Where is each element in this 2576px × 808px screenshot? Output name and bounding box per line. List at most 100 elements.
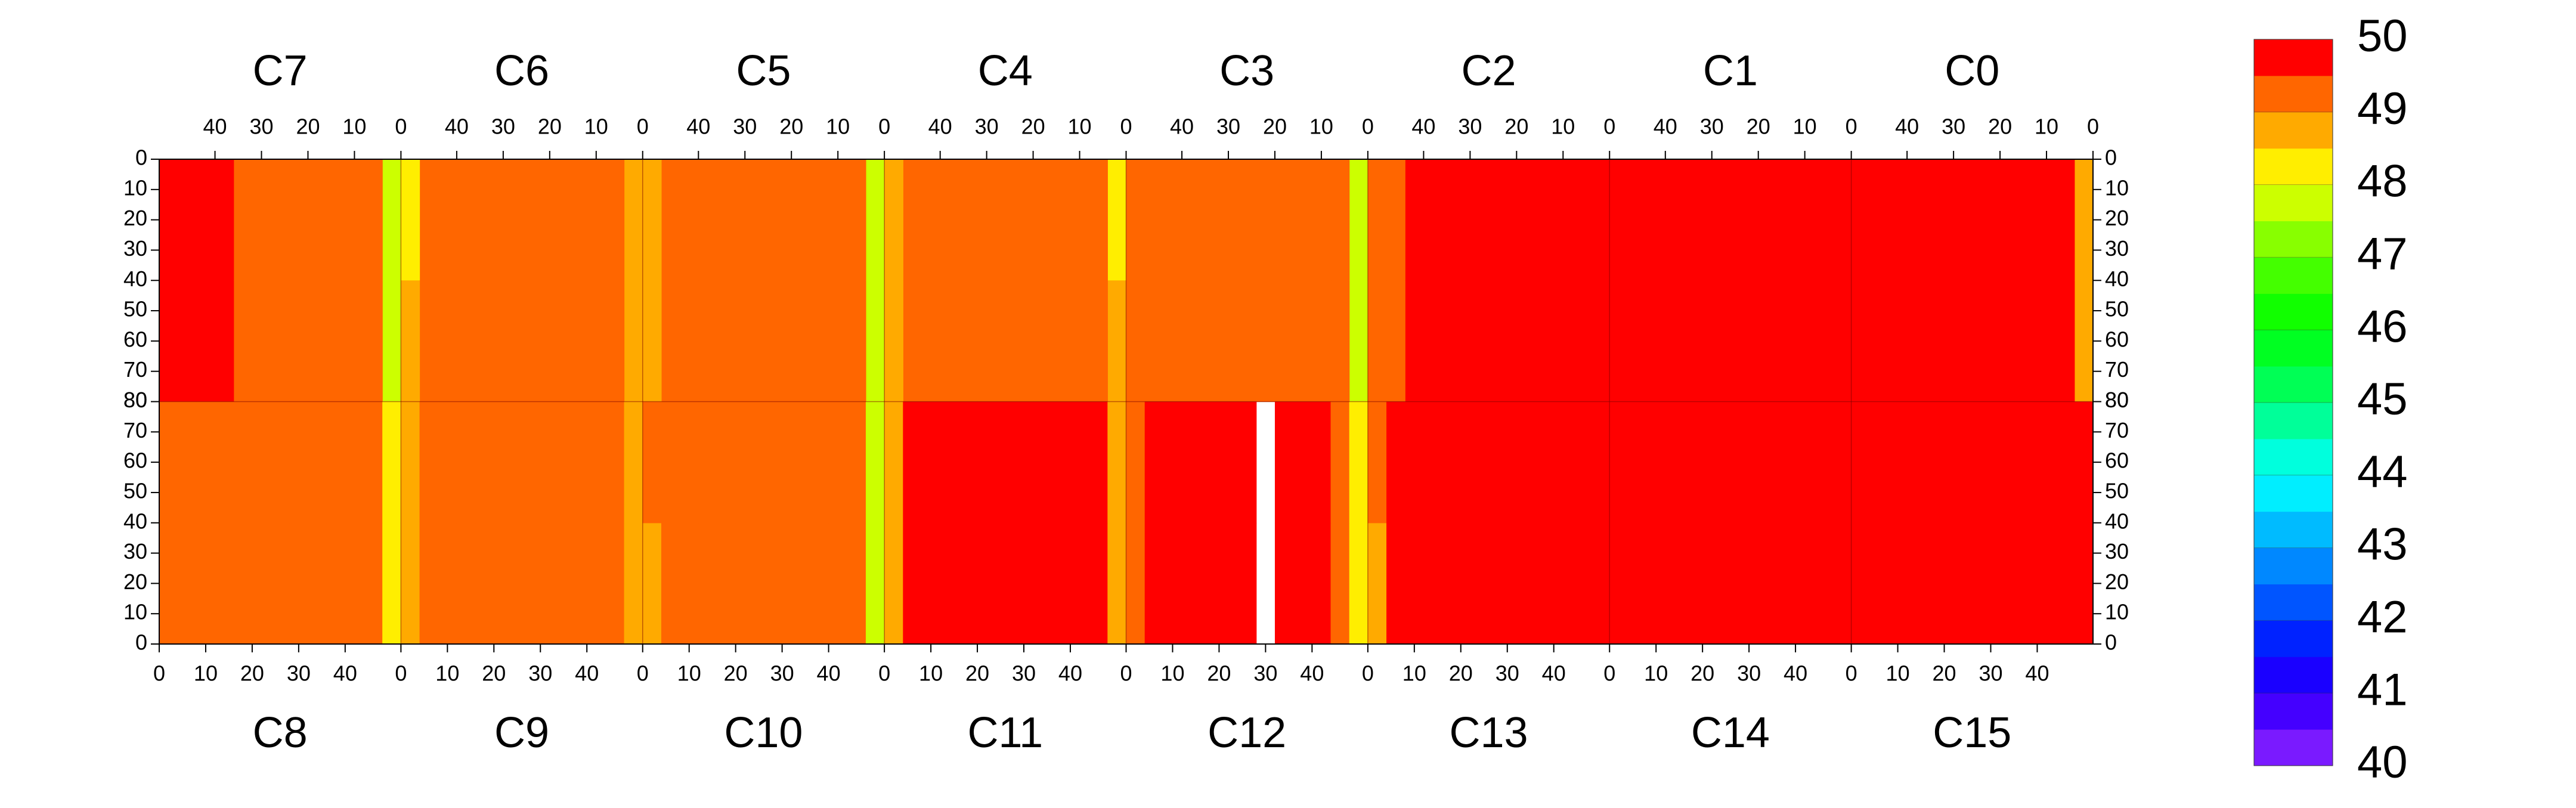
heat-cell xyxy=(1591,280,1610,403)
heat-cell xyxy=(717,280,736,403)
heat-cell xyxy=(252,401,271,524)
heat-cell xyxy=(512,401,532,524)
heat-cell xyxy=(847,522,866,645)
chip-label: C13 xyxy=(1450,709,1528,757)
heat-cell xyxy=(1367,159,1387,281)
heat-cell xyxy=(271,159,290,281)
heat-cell xyxy=(1089,159,1108,281)
heat-cell xyxy=(1126,280,1145,403)
heat-cell xyxy=(1163,401,1182,524)
heat-cell xyxy=(587,522,606,645)
chip-label: C4 xyxy=(978,47,1033,95)
x-tick-label: 20 xyxy=(296,114,320,139)
y-tick-label: 60 xyxy=(2105,327,2129,351)
heat-cell xyxy=(1888,159,1908,281)
heat-cell xyxy=(1758,522,1778,645)
heat-cell xyxy=(1814,280,1834,403)
heat-cell xyxy=(1089,401,1108,524)
heat-cell xyxy=(865,159,885,281)
x-tick-label: 40 xyxy=(1411,114,1435,139)
heat-cell xyxy=(847,159,866,281)
heat-cell xyxy=(791,522,810,645)
heat-cell xyxy=(1907,280,1926,403)
heat-cell xyxy=(196,159,216,281)
heat-cell xyxy=(1051,522,1071,645)
heat-cell xyxy=(1479,280,1498,403)
heat-cell xyxy=(2074,401,2094,524)
heat-cell xyxy=(196,522,216,645)
x-tick-label: 30 xyxy=(1979,661,2002,686)
heat-cell xyxy=(1776,401,1796,524)
heat-cell xyxy=(345,159,364,281)
heat-cell xyxy=(977,280,996,403)
chip-label: C5 xyxy=(736,47,791,95)
heat-cell xyxy=(1330,280,1350,403)
heat-cell xyxy=(419,159,439,281)
chip-label: C14 xyxy=(1691,709,1770,757)
y-tick-label: 80 xyxy=(123,388,147,412)
heat-cell xyxy=(698,159,718,281)
x-tick-label: 0 xyxy=(1846,114,1857,139)
heat-cell xyxy=(1182,159,1201,281)
x-tick-label: 0 xyxy=(878,114,890,139)
heat-cell xyxy=(884,401,903,524)
heat-cell xyxy=(475,280,494,403)
heat-cell xyxy=(271,280,290,403)
heat-cell xyxy=(1553,522,1573,645)
heat-cell xyxy=(1293,522,1312,645)
heat-cell xyxy=(1944,280,1964,403)
heat-cell xyxy=(1776,159,1796,281)
colorbar-band xyxy=(2254,547,2333,584)
y-tick-label: 20 xyxy=(123,206,147,230)
x-tick-label: 10 xyxy=(1309,114,1333,139)
heat-cell xyxy=(531,159,550,281)
heat-cell xyxy=(698,280,718,403)
heat-cell xyxy=(1070,522,1089,645)
heat-cell xyxy=(698,522,718,645)
heat-cell xyxy=(1274,159,1294,281)
heat-cell xyxy=(1683,159,1703,281)
heat-cell xyxy=(1665,401,1685,524)
heat-cell xyxy=(1144,159,1164,281)
heat-cell xyxy=(1721,159,1741,281)
heat-cell xyxy=(1665,280,1685,403)
heat-cell xyxy=(1349,522,1368,645)
heat-cell xyxy=(1089,280,1108,403)
heat-cell xyxy=(419,522,439,645)
x-tick-label: 10 xyxy=(1402,661,1426,686)
heat-cell xyxy=(456,522,476,645)
chip-label: C10 xyxy=(724,709,803,757)
heat-cell xyxy=(215,280,234,403)
chip-label: C8 xyxy=(253,709,308,757)
heat-cell xyxy=(252,280,271,403)
heat-cell xyxy=(2037,401,2057,524)
x-tick-label: 30 xyxy=(1253,661,1277,686)
heat-cell xyxy=(401,280,420,403)
x-tick-label: 0 xyxy=(395,661,407,686)
heat-cell xyxy=(1869,401,1889,524)
heat-cell xyxy=(438,401,457,524)
heat-cell xyxy=(215,401,234,524)
heat-cell xyxy=(1535,522,1555,645)
x-tick-label: 10 xyxy=(919,661,943,686)
heat-cell xyxy=(1200,280,1220,403)
heat-cell xyxy=(1107,401,1127,524)
heat-cell xyxy=(1460,280,1480,403)
y-tick-label: 60 xyxy=(123,327,147,351)
heat-cell xyxy=(624,159,643,281)
heat-cell xyxy=(1535,159,1555,281)
heat-cell xyxy=(698,401,718,524)
heat-cell xyxy=(1962,522,1982,645)
heat-cell xyxy=(2037,522,2057,645)
heat-cell xyxy=(1423,280,1443,403)
y-tick-label: 40 xyxy=(2105,267,2129,291)
heat-cell xyxy=(865,522,885,645)
heat-cell xyxy=(512,522,532,645)
y-tick-label: 30 xyxy=(2105,539,2129,564)
heat-cell xyxy=(419,280,439,403)
heat-cell xyxy=(1479,159,1498,281)
colorbar-band xyxy=(2254,39,2333,76)
heat-cell xyxy=(642,159,662,281)
heat-cell xyxy=(1386,159,1405,281)
heat-cell xyxy=(1349,401,1368,524)
